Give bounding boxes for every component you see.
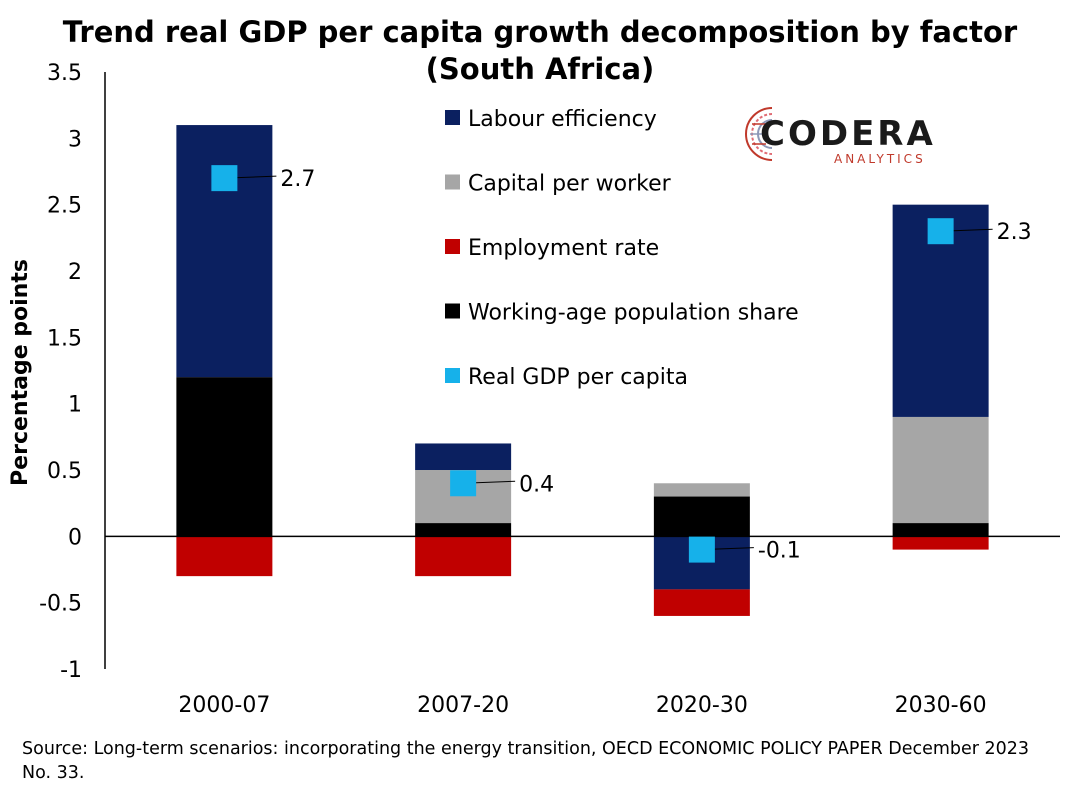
gdp-data-label: 0.4 [519,472,554,497]
legend-label: Labour efficiency [468,107,657,132]
legend-swatch-employment [445,239,460,254]
gdp-data-label: 2.3 [997,220,1032,245]
y-tick-label: 3 [68,127,82,152]
chart-title-line1: Trend real GDP per capita growth decompo… [62,15,1018,49]
bar-segment-labour [415,443,512,470]
x-tick-label: 2007-20 [417,693,509,718]
gdp-marker [211,165,238,192]
y-tick-label: 0.5 [47,459,82,484]
gdp-marker [927,218,954,245]
legend-swatch-gdp [445,368,460,383]
bar-segment-working_age [415,523,512,537]
bar-segment-employment [176,536,273,577]
gdp-marker [450,470,477,497]
y-tick-label: -0.5 [39,592,82,617]
gdp-data-label: -0.1 [758,539,801,564]
x-tick-label: 2020-30 [656,693,748,718]
y-tick-label: 0 [68,525,82,550]
gdp-marker [688,536,715,563]
y-tick-label: -1 [60,658,82,683]
y-tick-label: 1 [68,393,82,418]
codera-logo: CODERA ANALYTICS [742,102,942,168]
y-tick-label: 3.5 [47,61,82,86]
legend-label: Capital per worker [468,172,672,197]
y-tick-label: 1.5 [47,326,82,351]
bar-segment-capital [892,416,989,524]
legend-label: Real GDP per capita [468,365,688,390]
gdp-data-label: 2.7 [280,167,315,192]
bar-segment-capital [653,483,750,497]
bar-segment-employment [415,536,512,577]
circuit-logo-icon [745,107,773,161]
bar-segment-employment [653,589,750,616]
legend-swatch-capital [445,174,460,190]
logo-wordmark: CODERA [760,114,936,154]
bar-segment-working_age [892,523,989,537]
y-tick-label: 2.5 [47,194,82,219]
legend-label: Employment rate [468,236,659,261]
legend-label: Working-age population share [468,301,799,326]
x-tick-label: 2000-07 [178,693,270,718]
y-tick-label: 2 [68,260,82,285]
chart-title: Trend real GDP per capita growth decompo… [0,14,1080,88]
x-tick-label: 2030-60 [895,693,987,718]
legend-swatch-working_age [445,303,460,319]
bar-segment-labour [176,125,273,378]
bar-segment-working_age [176,377,273,537]
chart-title-line2: (South Africa) [425,52,655,86]
y-axis-title: Percentage points [8,259,33,486]
source-note: Source: Long-term scenarios: incorporati… [22,739,1030,783]
bar-segment-employment [892,536,989,550]
logo-tagline: ANALYTICS [834,152,926,166]
legend-swatch-labour [445,110,460,125]
bar-segment-working_age [653,496,750,537]
